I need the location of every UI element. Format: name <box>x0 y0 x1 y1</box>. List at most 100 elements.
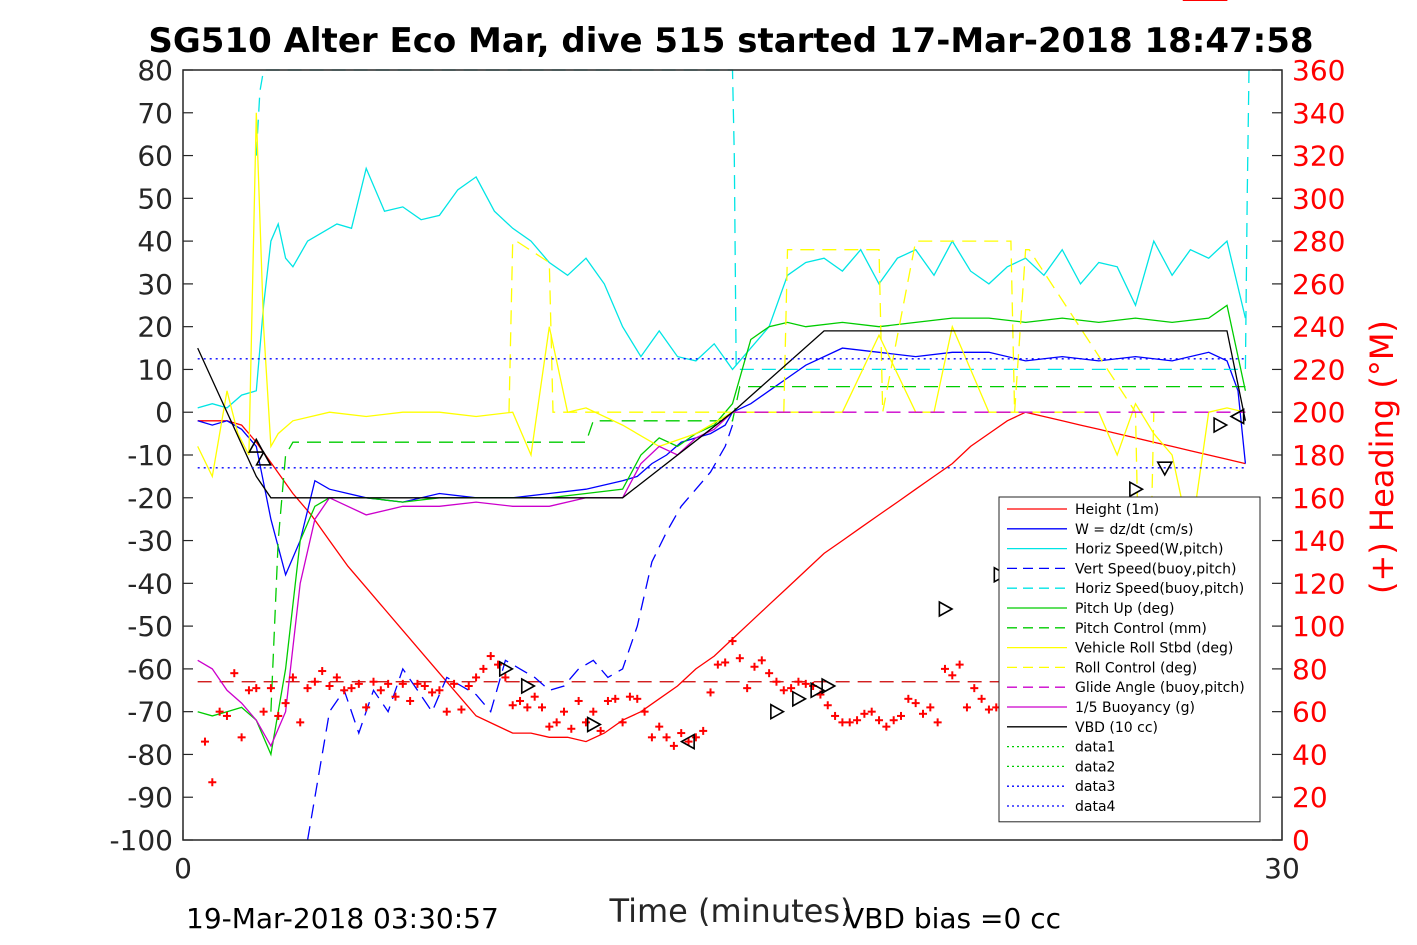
legend-label: data1 <box>1075 740 1115 756</box>
heading-point <box>230 669 239 678</box>
heading-point <box>904 694 913 703</box>
heading-point <box>596 726 605 735</box>
y-tick-label: 20 <box>137 311 173 344</box>
legend-label: W = dz/dt (cm/s) <box>1075 522 1194 538</box>
triangle-marker <box>938 600 954 618</box>
heading-point <box>347 684 356 693</box>
heading-point <box>699 726 708 735</box>
footer-timestamp: 19-Mar-2018 03:30:57 <box>186 902 499 935</box>
x-tick-label: 0 <box>174 852 192 885</box>
heading-point <box>494 660 503 669</box>
footer-vbd-bias: VBD bias =0 cc <box>845 902 1061 935</box>
y-right-tick-label: 140 <box>1292 525 1345 558</box>
heading-point <box>684 737 693 746</box>
y-tick-label: 70 <box>137 97 173 130</box>
heading-point <box>318 667 327 676</box>
heading-point <box>266 684 275 693</box>
series-line-7 <box>197 112 1246 541</box>
series-line-11 <box>197 330 1247 499</box>
heading-point <box>831 711 840 720</box>
legend-entry: data4 <box>1007 799 1116 815</box>
heading-point <box>867 707 876 716</box>
heading-point <box>933 718 942 727</box>
legend: Height (1m) W = dz/dt (cm/s) Horiz Speed(W… <box>998 496 1261 823</box>
triangle-marker <box>1213 416 1229 434</box>
y-tick-label: -50 <box>127 610 173 643</box>
legend-entry: Pitch Control (mm) <box>1007 621 1207 637</box>
heading-point <box>296 718 305 727</box>
heading-point <box>633 694 642 703</box>
heading-point <box>875 716 884 725</box>
heading-point <box>200 737 209 746</box>
legend-entry: data2 <box>1007 759 1115 775</box>
heading-point <box>728 637 737 646</box>
series-line-3 <box>306 424 734 841</box>
series-line-10 <box>197 411 733 748</box>
legend-label: Horiz Speed(W,pitch) <box>1075 542 1223 558</box>
y-right-tick-label: 160 <box>1292 482 1345 515</box>
y-right-tick-label: 180 <box>1292 439 1345 472</box>
series-line-2 <box>197 166 1247 409</box>
heading-point <box>706 688 715 697</box>
heading-point <box>918 709 927 718</box>
heading-point <box>794 677 803 686</box>
heading-point <box>354 679 363 688</box>
heading-point <box>288 673 297 682</box>
heading-point <box>237 733 246 742</box>
legend-entry: W = dz/dt (cm/s) <box>1007 522 1194 538</box>
y-tick-label: 0 <box>155 396 173 429</box>
heading-point <box>552 718 561 727</box>
legend-entry: Pitch Up (deg) <box>1007 601 1174 617</box>
heading-point <box>955 660 964 669</box>
legend-entry: 1/5 Buoyancy (g) <box>1007 700 1195 716</box>
legend-entry: Roll Control (deg) <box>1007 660 1197 676</box>
triangle-marker <box>498 660 515 678</box>
heading-point <box>545 722 554 731</box>
heading-point <box>567 724 576 733</box>
heading-point <box>713 660 722 669</box>
heading-point <box>574 696 583 705</box>
triangle-marker <box>520 677 537 695</box>
legend-label: Horiz Speed(buoy,pitch) <box>1075 581 1244 597</box>
heading-point <box>428 688 437 697</box>
y-right-tick-label: 320 <box>1292 140 1345 173</box>
triangle-marker <box>586 716 602 733</box>
y-right-tick-label: 280 <box>1292 225 1345 258</box>
y-right-tick-label: 100 <box>1292 610 1345 643</box>
triangle-marker <box>810 681 826 699</box>
heading-point <box>486 652 495 661</box>
heading-point <box>303 684 312 693</box>
heading-point <box>450 679 459 688</box>
heading-point <box>398 679 407 688</box>
heading-point <box>464 682 473 690</box>
y-tick-label: 30 <box>137 268 173 301</box>
heading-point <box>787 684 796 693</box>
series-line-1 <box>197 347 1247 577</box>
heading-point <box>970 684 979 693</box>
heading-point <box>743 684 752 693</box>
heading-point <box>838 718 847 727</box>
heading-point <box>845 718 854 727</box>
heading-point <box>757 656 766 665</box>
heading-point <box>889 716 898 725</box>
legend-label: Pitch Control (mm) <box>1075 621 1207 637</box>
chart-title: SG510 Alter Eco Mar, dive 515 started 17… <box>148 21 1313 61</box>
y-tick-label: 40 <box>137 225 173 258</box>
heading-point <box>589 707 598 716</box>
heading-point <box>853 716 862 725</box>
heading-point <box>948 671 957 680</box>
heading-point <box>376 686 385 695</box>
heading-point <box>640 707 649 716</box>
heading-point <box>457 705 466 714</box>
y-tick-label: -20 <box>127 482 173 515</box>
heading-point <box>479 664 488 673</box>
triangle-marker <box>679 733 695 750</box>
y-right-tick-label: 20 <box>1292 781 1328 814</box>
series-line-6 <box>270 385 1246 712</box>
legend-label: Vehicle Roll Stbd (deg) <box>1075 641 1233 657</box>
heading-point <box>508 701 517 710</box>
heading-point <box>940 664 949 673</box>
heading-point <box>721 658 730 667</box>
legend-label: Roll Control (deg) <box>1075 660 1197 676</box>
legend-entry: Vert Speed(buoy,pitch) <box>1007 561 1237 577</box>
